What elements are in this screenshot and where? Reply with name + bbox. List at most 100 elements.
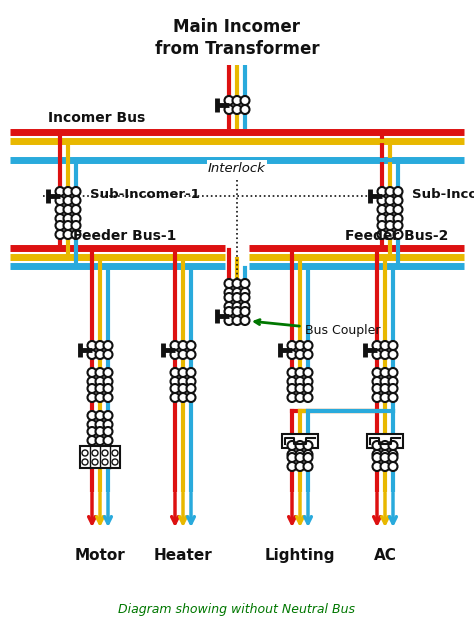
- Circle shape: [373, 393, 382, 402]
- Circle shape: [373, 450, 382, 459]
- Circle shape: [389, 393, 398, 402]
- Circle shape: [377, 205, 386, 214]
- Circle shape: [295, 462, 304, 471]
- Circle shape: [381, 384, 390, 393]
- Circle shape: [95, 411, 104, 420]
- Circle shape: [240, 307, 249, 316]
- Text: Main Incomer
from Transformer: Main Incomer from Transformer: [155, 18, 319, 58]
- Circle shape: [103, 368, 112, 377]
- Circle shape: [72, 205, 81, 214]
- Circle shape: [377, 187, 386, 196]
- Circle shape: [233, 105, 241, 114]
- Circle shape: [82, 450, 88, 456]
- Circle shape: [233, 293, 241, 302]
- Circle shape: [385, 205, 394, 214]
- Circle shape: [389, 368, 398, 377]
- Circle shape: [240, 293, 249, 302]
- Circle shape: [103, 393, 112, 402]
- Text: Feeder Bus-1: Feeder Bus-1: [73, 229, 176, 243]
- Circle shape: [303, 384, 312, 393]
- Circle shape: [171, 377, 180, 386]
- Text: Lighting: Lighting: [265, 548, 335, 563]
- Circle shape: [64, 230, 73, 239]
- Circle shape: [88, 341, 97, 350]
- Circle shape: [186, 368, 195, 377]
- Circle shape: [295, 450, 304, 459]
- Circle shape: [225, 302, 234, 311]
- Text: Diagram showing without Neutral Bus: Diagram showing without Neutral Bus: [118, 603, 356, 617]
- Circle shape: [373, 441, 382, 450]
- Circle shape: [171, 393, 180, 402]
- Circle shape: [240, 302, 249, 311]
- Text: Heater: Heater: [154, 548, 212, 563]
- Circle shape: [103, 384, 112, 393]
- Circle shape: [95, 341, 104, 350]
- Circle shape: [373, 368, 382, 377]
- Circle shape: [295, 384, 304, 393]
- Circle shape: [389, 341, 398, 350]
- Circle shape: [186, 393, 195, 402]
- Bar: [80, 446, 120, 468]
- Circle shape: [88, 436, 97, 445]
- Circle shape: [393, 187, 402, 196]
- Circle shape: [95, 393, 104, 402]
- Circle shape: [295, 393, 304, 402]
- Circle shape: [303, 377, 312, 386]
- Circle shape: [64, 214, 73, 223]
- Circle shape: [88, 427, 97, 436]
- Circle shape: [288, 384, 297, 393]
- Circle shape: [389, 350, 398, 359]
- Circle shape: [55, 187, 64, 196]
- Circle shape: [103, 377, 112, 386]
- Circle shape: [225, 105, 234, 114]
- Circle shape: [103, 427, 112, 436]
- Circle shape: [233, 307, 241, 316]
- Circle shape: [295, 453, 304, 462]
- Circle shape: [385, 214, 394, 223]
- Circle shape: [55, 230, 64, 239]
- Circle shape: [389, 441, 398, 450]
- Text: AC: AC: [374, 548, 396, 563]
- Circle shape: [72, 230, 81, 239]
- Circle shape: [393, 214, 402, 223]
- Circle shape: [233, 96, 241, 105]
- Circle shape: [288, 450, 297, 459]
- Circle shape: [225, 316, 234, 325]
- Circle shape: [82, 459, 88, 465]
- Circle shape: [55, 205, 64, 214]
- Circle shape: [103, 350, 112, 359]
- Circle shape: [373, 341, 382, 350]
- Circle shape: [288, 377, 297, 386]
- Circle shape: [171, 350, 180, 359]
- Circle shape: [55, 214, 64, 223]
- Circle shape: [112, 459, 118, 465]
- Circle shape: [393, 196, 402, 205]
- Circle shape: [295, 368, 304, 377]
- Circle shape: [102, 450, 108, 456]
- Circle shape: [102, 459, 108, 465]
- Circle shape: [303, 441, 312, 450]
- Circle shape: [381, 377, 390, 386]
- Circle shape: [64, 205, 73, 214]
- Bar: [282, 434, 318, 448]
- Circle shape: [88, 384, 97, 393]
- Text: Sub-Incomer-1: Sub-Incomer-1: [90, 188, 200, 200]
- Circle shape: [295, 441, 304, 450]
- Circle shape: [303, 368, 312, 377]
- Circle shape: [303, 350, 312, 359]
- Circle shape: [179, 393, 188, 402]
- Circle shape: [381, 393, 390, 402]
- Circle shape: [373, 377, 382, 386]
- Circle shape: [95, 427, 104, 436]
- Circle shape: [240, 316, 249, 325]
- Circle shape: [72, 196, 81, 205]
- Circle shape: [288, 453, 297, 462]
- Circle shape: [303, 341, 312, 350]
- Circle shape: [288, 441, 297, 450]
- Circle shape: [393, 205, 402, 214]
- Text: Incomer Bus: Incomer Bus: [48, 111, 145, 125]
- Circle shape: [103, 436, 112, 445]
- Circle shape: [88, 393, 97, 402]
- Circle shape: [186, 341, 195, 350]
- Bar: [367, 434, 403, 448]
